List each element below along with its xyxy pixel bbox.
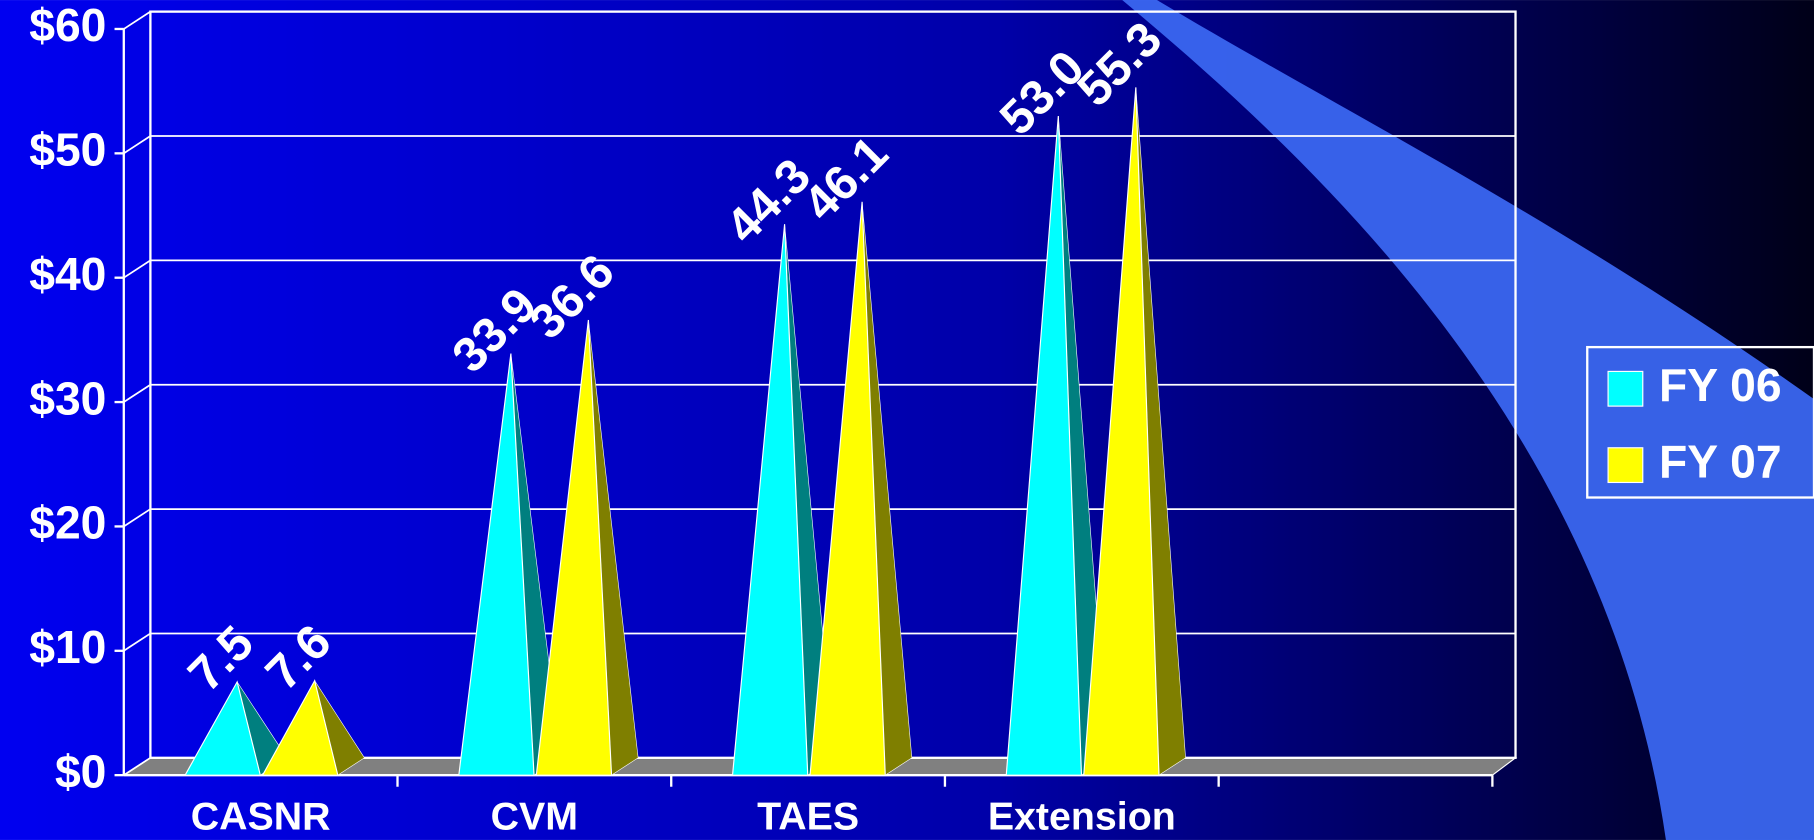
pyramid [809, 201, 886, 776]
y-tick-label: $50 [29, 124, 106, 176]
swoosh [1122, 0, 1814, 840]
grid-line [123, 383, 151, 403]
pyramid [535, 319, 613, 776]
grid-line [123, 259, 151, 279]
grid-line [123, 10, 151, 30]
x-tick-label: Extension [988, 795, 1176, 839]
y-tick-label: $0 [55, 745, 106, 797]
pyramid [1005, 115, 1083, 776]
y-tick-label: $40 [29, 248, 106, 300]
legend-swatch [1607, 370, 1644, 407]
legend-label: FY 07 [1659, 435, 1782, 487]
pyramid [731, 224, 809, 776]
y-tick-label: $60 [29, 0, 106, 51]
y-tick-label: $30 [29, 372, 106, 424]
pyramid [184, 680, 262, 776]
y-tick-label: $10 [29, 621, 106, 673]
pyramid [1083, 87, 1160, 776]
legend-label: FY 06 [1659, 359, 1782, 411]
grid-line [123, 135, 151, 155]
x-tick-label: CASNR [191, 795, 331, 839]
pyramid [261, 679, 339, 776]
grid-line [123, 757, 151, 776]
grid-line [123, 508, 151, 528]
x-tick-label: TAES [757, 795, 859, 839]
pyramid [458, 353, 535, 776]
y-tick-label: $20 [29, 497, 106, 549]
x-tick-label: CVM [491, 795, 578, 839]
legend-swatch [1607, 447, 1644, 484]
grid-line [123, 632, 151, 652]
legend-box [1586, 345, 1814, 499]
